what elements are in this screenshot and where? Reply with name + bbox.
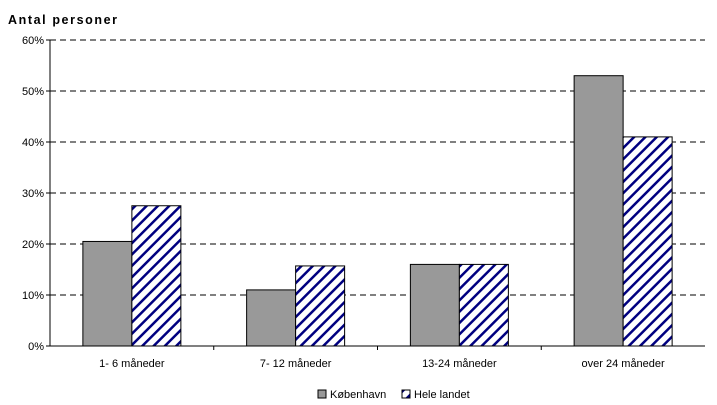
bar-kobenhavn [573,75,624,347]
y-axis-title: Antal personer [8,13,119,27]
bar-kobenhavn [246,289,297,347]
bar-kobenhavn [409,263,460,347]
legend-swatch-kobenhavn [317,389,327,399]
legend-label-kobenhavn: København [330,389,386,401]
x-tick-labels: 1- 6 måneder 7- 12 måneder 13-24 måneder ov… [99,358,665,370]
x-tick-label: 1- 6 måneder [99,358,165,370]
legend-label-hele-landet: Hele landet [414,389,470,401]
bar-hele-landet [458,263,509,347]
y-tick-label: 60% [22,35,44,47]
x-tick-label: 13-24 måneder [422,358,497,370]
y-tick-labels: 0% 10% 20% 30% 40% 50% 60% [22,35,44,353]
y-tick-label: 40% [22,137,44,149]
y-tick-label: 50% [22,86,44,98]
y-tick-label: 20% [22,239,44,251]
bar-hele-landet [131,205,182,347]
y-tick-label: 30% [22,188,44,200]
x-tick-label: over 24 måneder [582,358,665,370]
y-tick-label: 10% [22,290,44,302]
legend: København Hele landet [317,389,470,401]
bars [82,75,673,347]
axes [46,39,705,350]
bar-hele-landet [295,265,346,347]
x-tick-label: 7- 12 måneder [260,358,332,370]
y-tick-label: 0% [28,341,44,353]
bar-hele-landet [622,136,673,347]
bar-kobenhavn [82,240,133,347]
legend-swatch-hele-landet [401,389,411,399]
